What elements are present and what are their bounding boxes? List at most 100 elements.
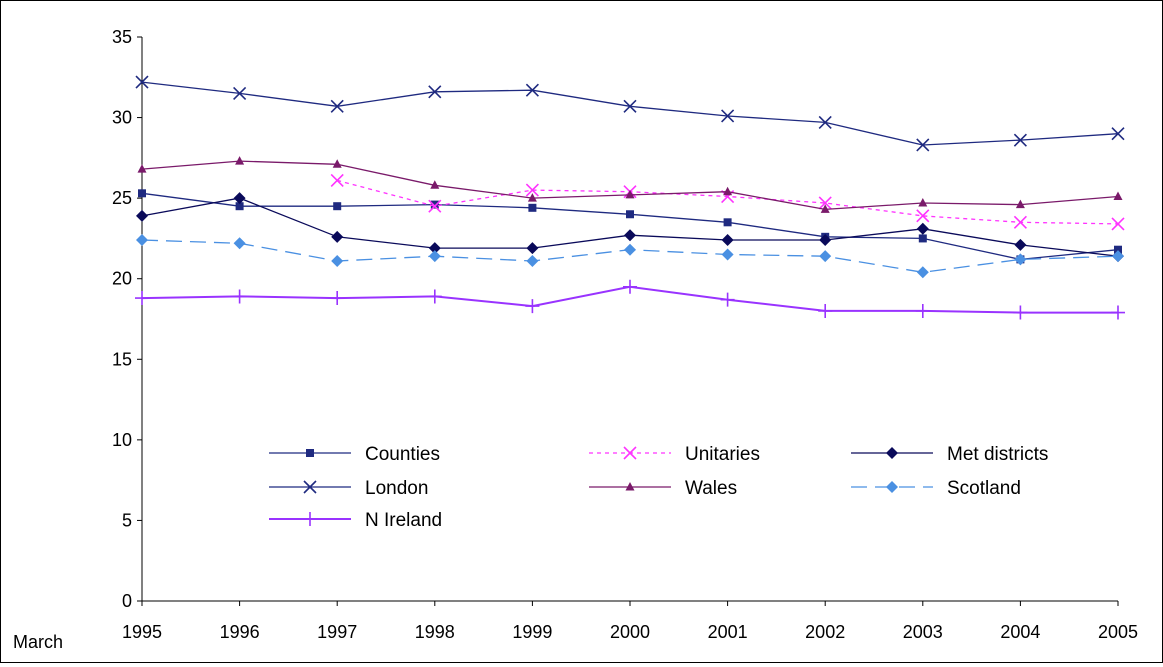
data-point xyxy=(818,196,832,210)
legend-swatch-marker xyxy=(303,480,317,494)
legend-label: N Ireland xyxy=(365,510,442,531)
data-point xyxy=(526,254,539,267)
legend-label: London xyxy=(365,478,428,499)
data-point xyxy=(625,189,635,199)
data-point xyxy=(528,203,537,212)
data-point xyxy=(916,266,929,279)
data-point xyxy=(428,85,442,99)
series-n-ireland xyxy=(135,279,1125,320)
data-point xyxy=(430,200,439,209)
data-point xyxy=(136,209,148,222)
legend-label: Wales xyxy=(685,478,737,499)
x-tick-label: 1996 xyxy=(220,622,260,642)
data-point xyxy=(916,222,929,235)
data-point xyxy=(1112,250,1124,263)
data-point xyxy=(232,289,247,304)
data-point xyxy=(333,202,342,211)
series-line xyxy=(141,160,1119,211)
x-tick-label: 2003 xyxy=(903,622,943,642)
legend-item: Wales xyxy=(589,478,737,499)
data-point xyxy=(624,229,636,242)
y-tick-label: 5 xyxy=(122,510,132,530)
data-point xyxy=(1013,305,1028,320)
y-tick-label: 0 xyxy=(122,591,132,611)
data-point xyxy=(233,192,246,205)
data-point xyxy=(721,234,734,247)
data-point xyxy=(819,234,832,247)
data-point xyxy=(720,292,735,307)
data-point xyxy=(1114,245,1122,254)
data-point xyxy=(233,237,246,250)
series-wales xyxy=(137,156,1123,213)
data-point xyxy=(525,299,540,314)
data-point xyxy=(1111,217,1125,231)
data-point xyxy=(918,197,928,207)
data-point xyxy=(820,204,830,213)
data-point xyxy=(818,115,832,129)
data-point xyxy=(916,209,930,223)
data-point xyxy=(1013,133,1027,147)
series-scotland xyxy=(136,234,1124,279)
data-point xyxy=(1111,305,1125,320)
data-point xyxy=(233,86,247,100)
series-london xyxy=(135,75,1125,152)
data-point xyxy=(623,279,637,294)
data-point xyxy=(1111,127,1125,141)
data-point xyxy=(623,99,637,113)
legend-item: Met districts xyxy=(851,444,1048,465)
x-axis-label: March xyxy=(13,632,63,652)
legend-item: Counties xyxy=(269,444,440,465)
data-point xyxy=(135,291,149,306)
data-point xyxy=(916,138,930,152)
legend-swatch-marker xyxy=(886,447,898,459)
data-point xyxy=(527,193,537,202)
data-point xyxy=(430,180,440,189)
legend-swatch-marker xyxy=(303,512,317,526)
legend-item: Scotland xyxy=(851,478,1021,499)
legend-item: Unitaries xyxy=(589,444,760,465)
data-point xyxy=(723,218,732,227)
legend: Counties Unitaries Met districts London Wale… xyxy=(269,444,1048,531)
data-point xyxy=(332,159,342,168)
x-tick-label: 2000 xyxy=(610,622,650,642)
data-point xyxy=(721,109,735,123)
series-met-districts xyxy=(136,192,1124,263)
y-tick-label: 25 xyxy=(112,188,132,208)
data-point xyxy=(721,248,734,261)
legend-swatch-marker xyxy=(886,481,898,493)
data-point xyxy=(526,242,539,255)
data-point xyxy=(915,303,930,318)
x-tick-label: 2005 xyxy=(1098,622,1138,642)
data-point xyxy=(331,230,344,243)
series-layer xyxy=(135,75,1125,320)
x-tick-label: 2004 xyxy=(1000,622,1040,642)
legend-swatch-marker xyxy=(623,446,637,460)
legend-item: London xyxy=(269,478,428,499)
data-point xyxy=(1014,238,1027,251)
axes: 0 5 10 15 20 25 30 35 1995 1996 1997 1998 1999 2000 20… xyxy=(112,27,1138,642)
x-tick-label: 2001 xyxy=(708,622,748,642)
data-point xyxy=(1015,199,1025,209)
x-tick-label: 1998 xyxy=(415,622,455,642)
series-unitaries xyxy=(330,173,1125,231)
series-line xyxy=(141,81,1119,146)
data-point xyxy=(331,254,344,267)
y-tick-label: 10 xyxy=(112,430,132,450)
data-point xyxy=(330,173,344,187)
data-point xyxy=(137,164,147,173)
legend-label: Counties xyxy=(365,444,440,465)
data-point xyxy=(525,83,539,97)
legend-label: Unitaries xyxy=(685,444,760,465)
x-tick-label: 1999 xyxy=(512,622,552,642)
data-point xyxy=(723,186,733,196)
data-point xyxy=(428,250,441,263)
x-tick-label: 2002 xyxy=(805,622,845,642)
data-point xyxy=(235,202,244,211)
data-point xyxy=(136,234,148,247)
data-point xyxy=(428,199,442,213)
data-point xyxy=(428,242,441,255)
data-point xyxy=(330,99,344,113)
data-point xyxy=(626,210,634,219)
data-point xyxy=(235,156,245,165)
